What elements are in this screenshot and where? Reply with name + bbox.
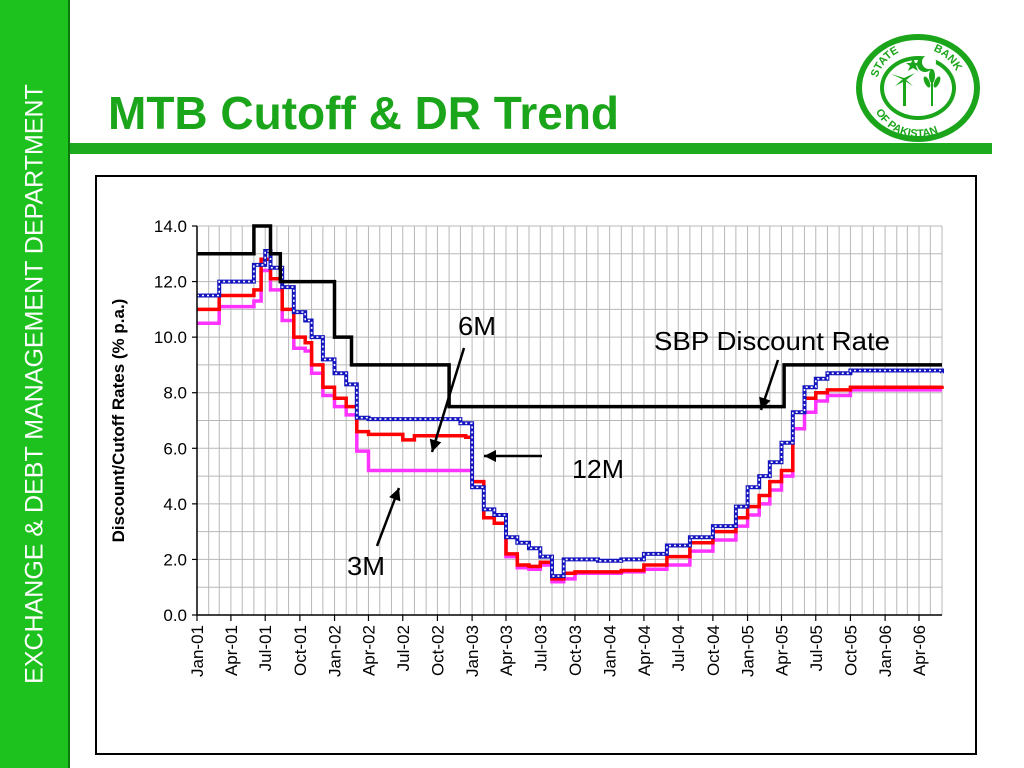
title-rule: [70, 143, 992, 154]
y-tick-label: 12.0: [154, 273, 187, 292]
sbp-logo: STATE BANK OF PAKISTAN: [856, 34, 980, 142]
x-tick-label: Jan-02: [326, 625, 345, 677]
x-tick-label: Apr-02: [359, 625, 378, 676]
axes: 0.0 2.0 4.0 6.0 8.0 10.0 12.0 14.0 Jan-01 Apr-01 J…: [109, 217, 942, 677]
annotation-label-12m: 12M: [572, 454, 624, 484]
series-sbp-discount-rate-line: [197, 224, 942, 409]
annotation-arrowhead-sbp-discount-rate: [759, 396, 771, 410]
slide-title: MTB Cutoff & DR Trend: [108, 87, 620, 139]
x-tick-label: Jan-05: [739, 625, 758, 677]
annotation-label-sbp-discount-rate: SBP Discount Rate: [654, 326, 890, 356]
side-band-edge: [68, 0, 70, 768]
series-12m-line: [197, 249, 944, 579]
y-tick-label: 10.0: [154, 328, 187, 347]
x-tick-label: Oct-02: [428, 625, 447, 676]
y-tick-label: 2.0: [163, 550, 187, 569]
x-tick-label: Apr-04: [635, 625, 654, 676]
y-tick-label: 0.0: [163, 606, 187, 625]
wheat-icon: [923, 69, 941, 106]
star-icon: [906, 58, 920, 71]
x-tick-label: Oct-05: [841, 625, 860, 676]
x-tick-label: Apr-06: [910, 625, 929, 676]
x-tick-label: Apr-01: [222, 625, 241, 676]
annotation-arrow-6m: [430, 347, 466, 453]
x-tick-label: Jul-03: [531, 625, 550, 671]
annotation-arrowhead-12m: [484, 450, 496, 462]
y-axis-label: Discount/Cutoff Rates (% p.a.): [109, 299, 128, 543]
x-tick-label: Oct-04: [704, 625, 723, 676]
side-band: EXCHANGE & DEBT MANAGEMENT DEPARTMENT: [0, 0, 70, 768]
palm-tree-icon: [891, 73, 915, 106]
x-tick-label: Oct-01: [291, 625, 310, 676]
y-tick-label: 8.0: [163, 384, 187, 403]
annotation-arrowhead-6m: [429, 438, 442, 452]
x-tick-label: Apr-05: [772, 625, 791, 676]
x-tick-label: Jul-01: [256, 625, 275, 671]
grid: [196, 225, 943, 616]
x-tick-label: Jan-06: [876, 625, 895, 677]
x-tick-label: Jul-04: [669, 625, 688, 671]
x-tick-label: Apr-03: [497, 625, 516, 676]
y-tick-label: 4.0: [163, 495, 187, 514]
x-tick-label: Oct-03: [566, 625, 585, 676]
x-tick-label: Jan-01: [188, 625, 207, 677]
y-tick-label: 6.0: [163, 439, 187, 458]
x-tick-label: Jan-03: [463, 625, 482, 677]
annotations: 6M SBP Discount Rate 12M 3M: [347, 311, 890, 581]
y-tick-label: 14.0: [154, 217, 187, 236]
series-6m-line: [197, 257, 944, 581]
x-tick-label: Jul-02: [394, 625, 413, 671]
x-tick-label: Jul-05: [807, 625, 826, 671]
annotation-arrowhead-3m: [389, 488, 401, 502]
annotation-label-3m: 3M: [347, 551, 385, 581]
series-lines: [197, 224, 944, 584]
annotation-label-6m: 6M: [458, 311, 496, 341]
x-tick-label: Jan-04: [601, 625, 620, 677]
